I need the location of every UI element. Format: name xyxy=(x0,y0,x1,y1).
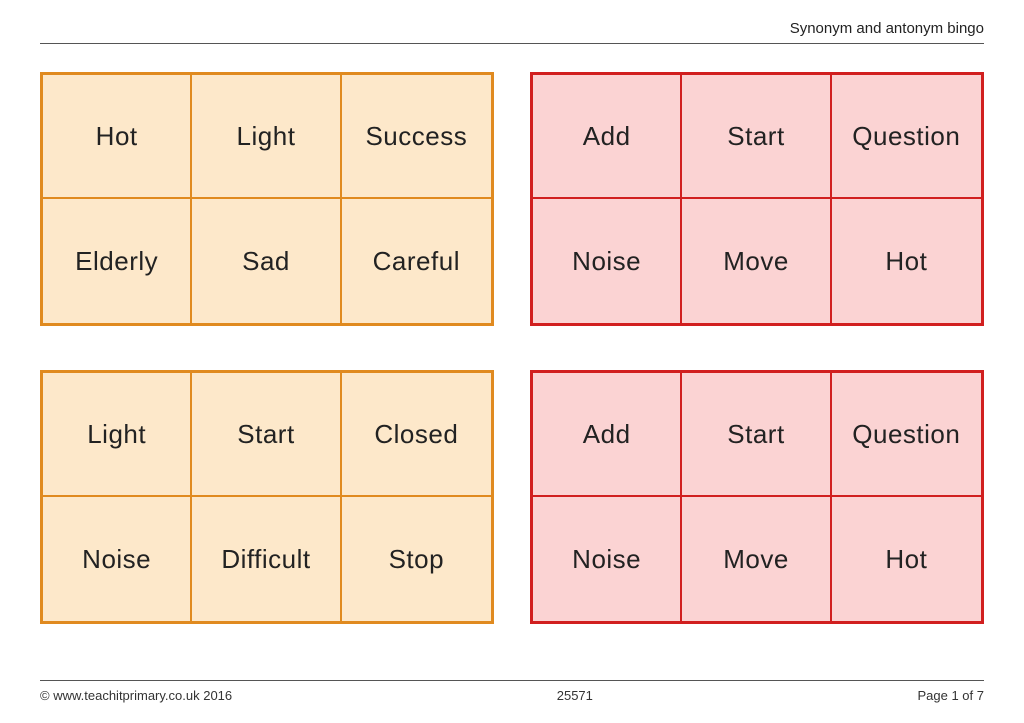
bingo-cell: Light xyxy=(192,75,341,199)
bingo-cell: Question xyxy=(832,373,981,497)
bingo-cell: Question xyxy=(832,75,981,199)
footer-rule xyxy=(40,680,984,681)
bingo-cell: Start xyxy=(192,373,341,497)
bingo-cell: Start xyxy=(682,373,831,497)
bingo-cell: Add xyxy=(533,75,682,199)
bingo-cell: Elderly xyxy=(43,199,192,323)
bingo-cell: Light xyxy=(43,373,192,497)
bingo-cell-label: Noise xyxy=(82,544,151,575)
bingo-cell-label: Stop xyxy=(389,544,445,575)
bingo-cell-label: Success xyxy=(365,121,467,152)
bingo-cell: Hot xyxy=(43,75,192,199)
bingo-cell: Noise xyxy=(533,497,682,621)
bingo-cell: Move xyxy=(682,497,831,621)
bingo-cell: Start xyxy=(682,75,831,199)
bingo-cell-label: Noise xyxy=(572,544,641,575)
bingo-cell-label: Hot xyxy=(96,121,138,152)
bingo-cell: Closed xyxy=(342,373,491,497)
footer-copyright: © www.teachitprimary.co.uk 2016 xyxy=(40,688,232,703)
bingo-cell-label: Start xyxy=(727,419,784,450)
bingo-card: Add Start Question Noise Move Hot xyxy=(530,370,984,624)
footer-doc-id: 25571 xyxy=(557,688,593,703)
page: Synonym and antonym bingo Hot Light Succes… xyxy=(40,20,984,703)
bingo-cell-label: Start xyxy=(727,121,784,152)
bingo-cell-label: Question xyxy=(852,419,960,450)
bingo-cell-label: Add xyxy=(583,419,631,450)
bingo-cards-grid: Hot Light Success Elderly Sad Careful Add Start… xyxy=(40,44,984,624)
bingo-cell-label: Closed xyxy=(374,419,458,450)
bingo-cell: Noise xyxy=(43,497,192,621)
bingo-card: Add Start Question Noise Move Hot xyxy=(530,72,984,326)
bingo-cell: Sad xyxy=(192,199,341,323)
bingo-cell-label: Difficult xyxy=(221,544,310,575)
bingo-cell-label: Careful xyxy=(373,246,460,277)
bingo-cell-label: Hot xyxy=(885,246,927,277)
footer-page-number: Page 1 of 7 xyxy=(917,688,984,703)
page-footer: © www.teachitprimary.co.uk 2016 25571 Pa… xyxy=(40,682,984,703)
bingo-cell-label: Start xyxy=(237,419,294,450)
bingo-cell: Stop xyxy=(342,497,491,621)
bingo-cell-label: Noise xyxy=(572,246,641,277)
bingo-cell-label: Question xyxy=(852,121,960,152)
bingo-cell: Hot xyxy=(832,199,981,323)
bingo-cell-label: Light xyxy=(87,419,146,450)
bingo-card: Light Start Closed Noise Difficult Stop xyxy=(40,370,494,624)
page-title: Synonym and antonym bingo xyxy=(790,20,984,37)
bingo-cell-label: Move xyxy=(723,246,789,277)
bingo-cell: Move xyxy=(682,199,831,323)
bingo-card: Hot Light Success Elderly Sad Careful xyxy=(40,72,494,326)
bingo-cell: Add xyxy=(533,373,682,497)
bingo-cell-label: Sad xyxy=(242,246,290,277)
bingo-cell-label: Light xyxy=(237,121,296,152)
bingo-cell-label: Move xyxy=(723,544,789,575)
bingo-cell: Noise xyxy=(533,199,682,323)
page-header: Synonym and antonym bingo xyxy=(40,20,984,43)
bingo-cell-label: Hot xyxy=(885,544,927,575)
bingo-cell-label: Elderly xyxy=(75,246,158,277)
bingo-cell: Difficult xyxy=(192,497,341,621)
bingo-cell-label: Add xyxy=(583,121,631,152)
bingo-cell: Hot xyxy=(832,497,981,621)
bingo-cell: Careful xyxy=(342,199,491,323)
bingo-cell: Success xyxy=(342,75,491,199)
